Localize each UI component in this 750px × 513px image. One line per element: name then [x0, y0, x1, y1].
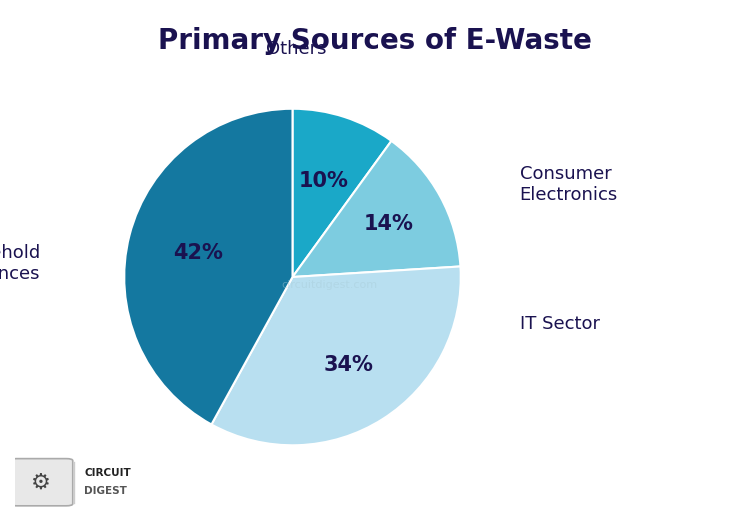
Text: 14%: 14%	[364, 214, 413, 234]
Text: Others: Others	[266, 41, 326, 58]
Text: 10%: 10%	[298, 171, 349, 191]
Wedge shape	[292, 109, 392, 277]
Wedge shape	[124, 109, 292, 424]
Wedge shape	[211, 266, 460, 445]
Text: 42%: 42%	[173, 243, 223, 263]
Text: circuitdigest.com: circuitdigest.com	[281, 281, 377, 290]
FancyBboxPatch shape	[10, 459, 73, 506]
Wedge shape	[292, 141, 460, 277]
Text: ⚙: ⚙	[31, 472, 50, 492]
Text: Household
Appliances: Household Appliances	[0, 244, 40, 283]
Text: Primary Sources of E-Waste: Primary Sources of E-Waste	[158, 27, 592, 55]
Text: CIRCUIT: CIRCUIT	[84, 468, 131, 478]
Text: DIGEST: DIGEST	[84, 486, 128, 497]
Text: IT Sector: IT Sector	[520, 315, 600, 333]
Text: 34%: 34%	[323, 355, 374, 375]
Text: Consumer
Electronics: Consumer Electronics	[520, 165, 618, 204]
